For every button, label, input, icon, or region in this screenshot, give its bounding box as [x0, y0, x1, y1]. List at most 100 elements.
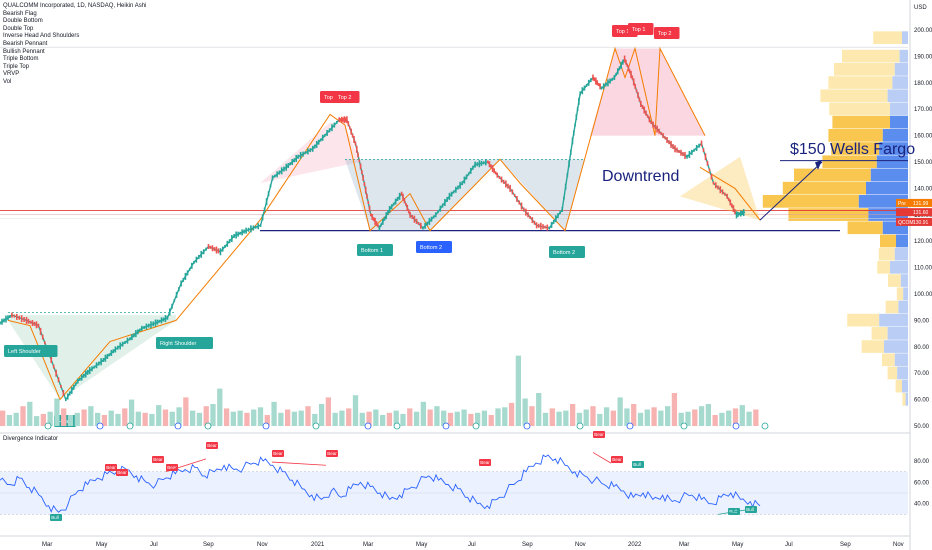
- price-candle: [505, 180, 507, 188]
- volume-bar: [671, 393, 678, 426]
- price-candle: [355, 145, 358, 153]
- volume-profile-down: [866, 181, 908, 195]
- price-candle: [482, 161, 485, 165]
- price-candle: [317, 139, 320, 145]
- price-candle: [182, 277, 185, 282]
- price-candle: [622, 59, 624, 65]
- price-candle: [359, 163, 362, 170]
- event-marker: [262, 422, 270, 430]
- price-candle: [686, 154, 688, 159]
- price-candle: [202, 249, 205, 255]
- price-candle: [78, 377, 81, 381]
- price-candle: [95, 362, 98, 369]
- legend-item[interactable]: Triple Top: [3, 63, 30, 70]
- volume-profile-down: [887, 89, 908, 103]
- price-candle: [652, 121, 654, 128]
- price-candle: [247, 227, 250, 232]
- divergence-tag: [105, 464, 117, 471]
- volume-bar: [644, 409, 650, 426]
- legend-item[interactable]: Bullish Pennant: [3, 48, 45, 55]
- price-candle: [44, 341, 46, 345]
- price-candle: [124, 340, 126, 344]
- price-candle: [467, 172, 470, 176]
- time-tick-label: Mar: [42, 542, 52, 548]
- time-tick-label: Nov: [893, 542, 904, 548]
- price-candle: [434, 212, 437, 218]
- price-candle: [459, 181, 461, 189]
- price-candle: [213, 247, 216, 252]
- volume-bar: [325, 397, 331, 426]
- volume-bar: [278, 412, 284, 426]
- price-candle: [682, 152, 684, 157]
- volume-bar: [318, 404, 325, 426]
- price-candle: [502, 179, 505, 184]
- volume-bar: [291, 411, 298, 426]
- volume-profile-down: [899, 49, 908, 63]
- price-candle: [100, 358, 102, 366]
- price-candle: [396, 196, 399, 201]
- price-candle: [390, 204, 393, 210]
- legend-item[interactable]: Bearish Flag: [3, 10, 37, 17]
- price-candle: [494, 171, 497, 175]
- legend-item[interactable]: Double Bottom: [3, 18, 43, 25]
- price-candle: [20, 315, 23, 323]
- price-candle: [152, 321, 155, 327]
- legend-item[interactable]: Triple Bottom: [3, 56, 39, 63]
- downtrend-annotation: Downtrend: [602, 168, 679, 185]
- volume-profile-down: [870, 168, 908, 182]
- volume-profile-up: [794, 168, 871, 182]
- volume-profile-down: [898, 300, 908, 314]
- volume-profile-up: [832, 115, 890, 129]
- volume-bar: [176, 407, 182, 426]
- event-marker: [96, 422, 104, 430]
- price-candle: [398, 192, 401, 200]
- price-tick-label: 180.00: [914, 81, 932, 87]
- time-tick-label: Sep: [203, 542, 214, 548]
- price-candle: [605, 82, 607, 87]
- volume-profile-up: [873, 31, 902, 45]
- price-candle: [233, 233, 235, 238]
- price-candle: [566, 173, 569, 178]
- volume-bar: [366, 411, 372, 426]
- price-candle: [581, 87, 584, 95]
- event-marker: [174, 422, 182, 430]
- price-candle: [587, 79, 590, 86]
- price-candle: [627, 65, 630, 72]
- price-candle: [366, 193, 368, 199]
- price-candle: [209, 245, 212, 249]
- price-candle: [354, 141, 357, 146]
- time-tick-label: May: [416, 542, 427, 548]
- price-candle: [415, 218, 418, 224]
- volume-bar: [40, 413, 46, 426]
- price-candle: [568, 160, 570, 168]
- legend-item[interactable]: Double Top: [3, 25, 34, 32]
- price-candle: [574, 123, 576, 127]
- price-candle: [740, 210, 742, 217]
- divergence-tag: [166, 464, 178, 471]
- price-candle: [448, 192, 451, 200]
- price-tick-label: 100.00: [914, 292, 932, 298]
- legend-item[interactable]: Inverse Head And Shoulders: [3, 33, 80, 40]
- price-candle: [207, 243, 210, 249]
- price-candle: [455, 186, 457, 193]
- price-candle: [607, 79, 609, 87]
- price-candle: [531, 217, 534, 224]
- legend-item[interactable]: Bearish Pennant: [3, 40, 48, 47]
- volume-bar: [678, 412, 684, 426]
- volume-bar: [583, 409, 589, 426]
- legend-item[interactable]: Vol: [3, 78, 12, 85]
- price-candle: [735, 211, 738, 219]
- price-candle: [41, 334, 44, 340]
- volume-bar: [251, 409, 257, 426]
- price-candle: [732, 205, 735, 213]
- price-candle: [235, 231, 237, 239]
- price-candle: [200, 250, 203, 258]
- legend-item[interactable]: VRVP: [3, 71, 20, 78]
- price-candle: [186, 270, 189, 276]
- divergence-tag: [116, 469, 128, 476]
- price-candle: [413, 215, 416, 223]
- volume-profile-up: [887, 366, 898, 380]
- volume-bar: [312, 413, 318, 426]
- price-candle: [263, 207, 266, 212]
